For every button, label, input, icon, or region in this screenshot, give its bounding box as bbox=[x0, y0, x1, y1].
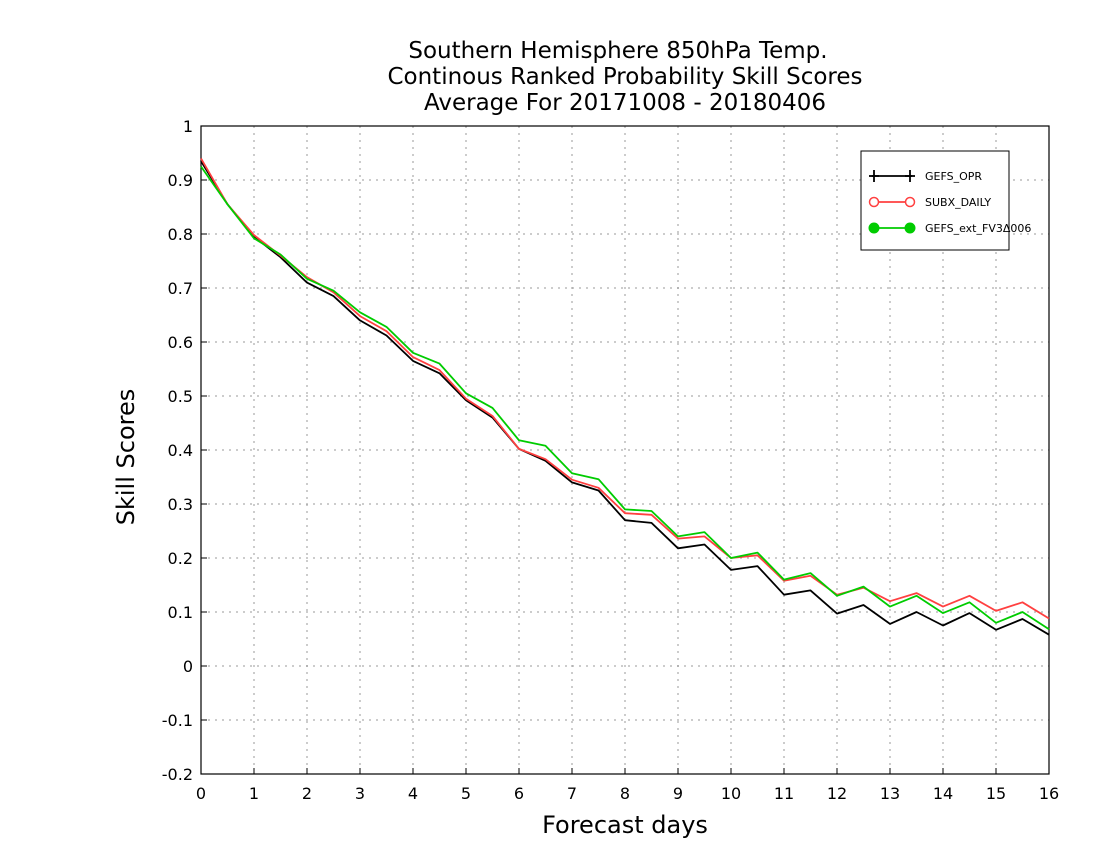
x-tick-label: 16 bbox=[1039, 784, 1059, 803]
x-tick-label: 10 bbox=[721, 784, 741, 803]
y-tick-label: 0.8 bbox=[168, 225, 193, 244]
x-tick-label: 1 bbox=[249, 784, 259, 803]
y-tick-label: 0.1 bbox=[168, 603, 193, 622]
x-tick-label: 13 bbox=[880, 784, 900, 803]
open-circle-marker bbox=[904, 196, 916, 208]
x-tick-label: 4 bbox=[408, 784, 418, 803]
title-line-3: Average For 20171008 - 20180406 bbox=[424, 90, 826, 116]
legend-item: GEFS_ext_FV3Δ006 bbox=[868, 222, 1031, 235]
x-tick-label: 6 bbox=[514, 784, 524, 803]
y-axis-ticks: -0.2 -0.1 0 0.1 0.2 0.3 0.4 0.5 0.6 0.7 0.8 0.9 1 bbox=[162, 117, 207, 784]
y-tick-label: 0.4 bbox=[168, 441, 193, 460]
grid bbox=[201, 126, 1049, 774]
y-tick-label: 1 bbox=[183, 117, 193, 136]
x-tick-label: 8 bbox=[620, 784, 630, 803]
y-tick-label: 0.5 bbox=[168, 387, 193, 406]
filled-circle-marker bbox=[904, 222, 916, 234]
legend-label: GEFS_OPR bbox=[925, 170, 982, 183]
x-tick-label: 9 bbox=[673, 784, 683, 803]
x-tick-label: 14 bbox=[933, 784, 953, 803]
chart-title: Southern Hemisphere 850hPa Temp. Contino… bbox=[387, 38, 862, 116]
y-tick-label: 0.3 bbox=[168, 495, 193, 514]
y-axis-label: Skill Scores bbox=[112, 389, 140, 526]
series-line-subx-daily bbox=[200, 157, 1050, 620]
y-tick-label: 0.2 bbox=[168, 549, 193, 568]
x-tick-label: 3 bbox=[355, 784, 365, 803]
series-line-gefs-opr bbox=[200, 160, 1050, 636]
legend: GEFS_OPR SUBX_DAILY GEFS_ext_FV3Δ006 bbox=[860, 150, 1031, 251]
filled-circle-marker bbox=[868, 222, 880, 234]
x-tick-label: 0 bbox=[196, 784, 206, 803]
x-tick-label: 12 bbox=[827, 784, 847, 803]
legend-box bbox=[860, 150, 1010, 251]
y-tick-label: -0.2 bbox=[162, 765, 193, 784]
legend-label: SUBX_DAILY bbox=[925, 196, 991, 209]
y-tick-label: -0.1 bbox=[162, 711, 193, 730]
x-tick-label: 7 bbox=[567, 784, 577, 803]
y-tick-label: 0.6 bbox=[168, 333, 193, 352]
x-axis-ticks: 0 1 2 3 4 5 6 7 8 9 10 11 12 13 14 15 16 bbox=[196, 768, 1059, 803]
x-tick-label: 11 bbox=[774, 784, 794, 803]
y-tick-label: 0 bbox=[183, 657, 193, 676]
x-tick-label: 2 bbox=[302, 784, 312, 803]
y-tick-label: 0.7 bbox=[168, 279, 193, 298]
legend-item: SUBX_DAILY bbox=[868, 196, 991, 209]
y-tick-label: 0.9 bbox=[168, 171, 193, 190]
title-line-2: Continous Ranked Probability Skill Score… bbox=[387, 64, 862, 90]
x-tick-label: 15 bbox=[986, 784, 1006, 803]
legend-item: GEFS_OPR bbox=[869, 170, 982, 183]
title-line-1: Southern Hemisphere 850hPa Temp. bbox=[408, 38, 827, 64]
x-tick-label: 5 bbox=[461, 784, 471, 803]
x-axis-label: Forecast days bbox=[542, 811, 708, 839]
series-line-gefs-ext-fv3-006 bbox=[200, 165, 1050, 631]
series-lines bbox=[200, 157, 1050, 636]
legend-label: GEFS_ext_FV3Δ006 bbox=[925, 222, 1031, 235]
open-circle-marker bbox=[868, 196, 880, 208]
